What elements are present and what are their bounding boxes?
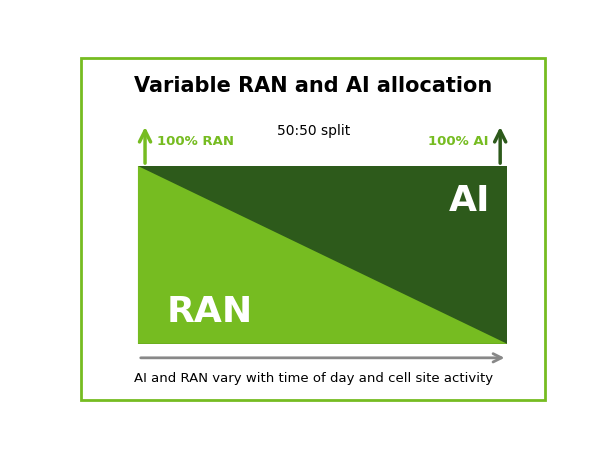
- Text: 100% AI: 100% AI: [428, 135, 488, 148]
- Text: RAN: RAN: [166, 295, 252, 329]
- Text: 50:50 split: 50:50 split: [277, 124, 349, 138]
- Text: 100% RAN: 100% RAN: [157, 135, 234, 148]
- Text: AI and RAN vary with time of day and cell site activity: AI and RAN vary with time of day and cel…: [134, 372, 492, 385]
- Polygon shape: [138, 166, 507, 344]
- Text: Variable RAN and AI allocation: Variable RAN and AI allocation: [134, 76, 492, 96]
- Polygon shape: [138, 166, 507, 344]
- Text: AI: AI: [448, 184, 490, 218]
